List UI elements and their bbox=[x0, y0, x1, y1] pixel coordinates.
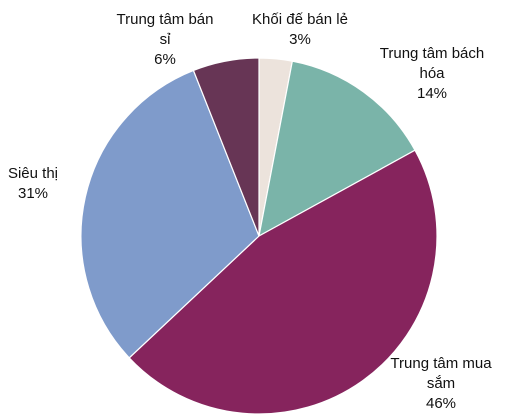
slice-label-line-4-1: sỉ bbox=[160, 31, 172, 48]
slice-value-label-2: 46% bbox=[426, 395, 456, 412]
slice-label-4: Trung tâm bán sỉ 6% bbox=[117, 11, 214, 68]
slice-label-line-3-0: Siêu thị bbox=[8, 165, 58, 182]
slice-label-line-1-1: hóa bbox=[419, 65, 445, 82]
pie-slice-4 bbox=[192, 57, 260, 237]
pie-slice-3 bbox=[80, 69, 260, 359]
pie-labels-layer: Khối đế bán lẻ3%Trung tâm báchhóa14%Trun… bbox=[8, 11, 492, 412]
slice-label-line-2-0: Trung tâm mua bbox=[390, 355, 492, 372]
slice-label-2: Trung tâm mua sắm 46% bbox=[390, 355, 492, 412]
slice-label-line-2-1: sắm bbox=[427, 375, 455, 392]
slice-value-label-0: 3% bbox=[289, 31, 311, 48]
pie-slice-2 bbox=[128, 149, 438, 415]
pie-slices-layer bbox=[80, 57, 438, 415]
slice-label-0: Khối đế bán lẻ 3% bbox=[252, 11, 348, 48]
slice-label-1: Trung tâm bách hóa 14% bbox=[380, 45, 485, 102]
slice-label-line-4-0: Trung tâm bán bbox=[117, 11, 214, 28]
slice-value-label-1: 14% bbox=[417, 85, 447, 102]
pie-slice-1 bbox=[258, 60, 416, 238]
slice-label-3: Siêu thị 31% bbox=[8, 165, 58, 202]
slice-label-line-1-0: Trung tâm bách bbox=[380, 45, 485, 62]
slice-value-label-3: 31% bbox=[18, 185, 48, 202]
slice-value-label-4: 6% bbox=[154, 51, 176, 68]
slice-label-line-0-0: Khối đế bán lẻ bbox=[252, 11, 348, 28]
